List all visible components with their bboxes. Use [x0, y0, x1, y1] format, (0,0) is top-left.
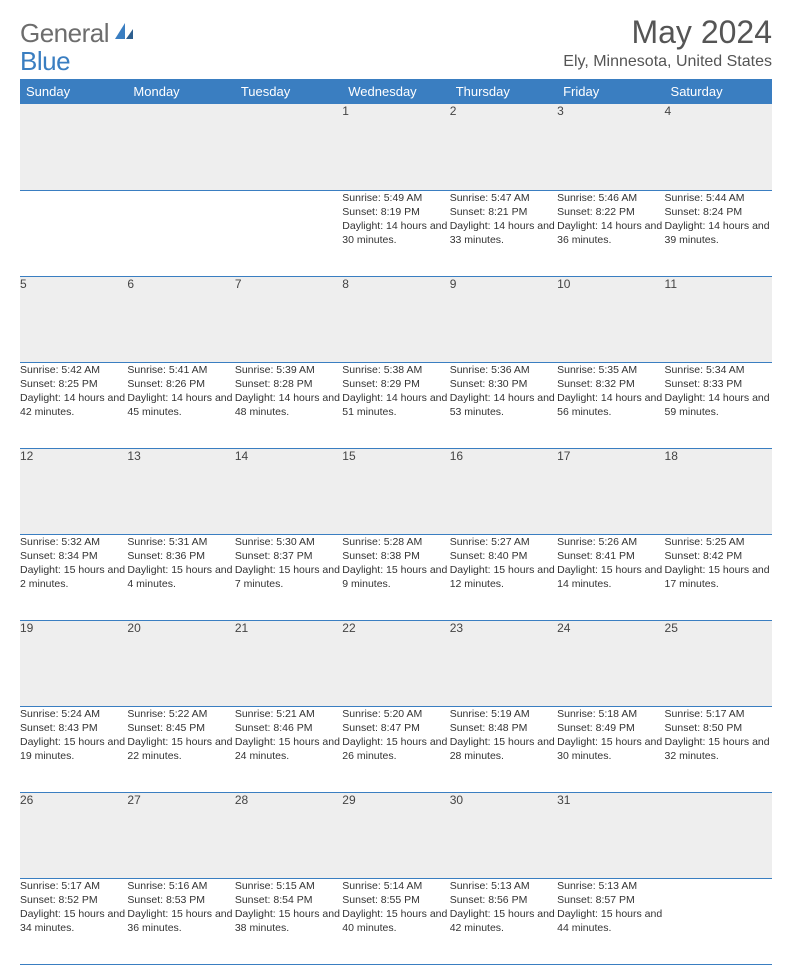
day-data-cell [665, 878, 772, 964]
day-number-cell: 25 [665, 620, 772, 706]
day-number-cell: 7 [235, 276, 342, 362]
day-number-cell: 19 [20, 620, 127, 706]
day-number-cell: 8 [342, 276, 449, 362]
day-data-cell: Sunrise: 5:42 AMSunset: 8:25 PMDaylight:… [20, 362, 127, 448]
day-data-cell: Sunrise: 5:47 AMSunset: 8:21 PMDaylight:… [450, 190, 557, 276]
day-number-cell: 29 [342, 792, 449, 878]
day-number-cell: 10 [557, 276, 664, 362]
day-number-cell: 13 [127, 448, 234, 534]
day-data-cell: Sunrise: 5:46 AMSunset: 8:22 PMDaylight:… [557, 190, 664, 276]
day-number-cell: 30 [450, 792, 557, 878]
day-data-cell: Sunrise: 5:21 AMSunset: 8:46 PMDaylight:… [235, 706, 342, 792]
day-number-cell [127, 104, 234, 190]
day-data-cell: Sunrise: 5:13 AMSunset: 8:56 PMDaylight:… [450, 878, 557, 964]
day-data-cell [235, 190, 342, 276]
day-number-cell [20, 104, 127, 190]
day-number-cell: 17 [557, 448, 664, 534]
day-data-cell: Sunrise: 5:32 AMSunset: 8:34 PMDaylight:… [20, 534, 127, 620]
day-data-cell: Sunrise: 5:38 AMSunset: 8:29 PMDaylight:… [342, 362, 449, 448]
day-data-cell: Sunrise: 5:49 AMSunset: 8:19 PMDaylight:… [342, 190, 449, 276]
day-number-cell [235, 104, 342, 190]
day-data-cell: Sunrise: 5:25 AMSunset: 8:42 PMDaylight:… [665, 534, 772, 620]
header: General May 2024 Ely, Minnesota, United … [20, 14, 772, 71]
day-number-cell: 14 [235, 448, 342, 534]
logo-part1: General [20, 18, 109, 49]
day-data-cell: Sunrise: 5:26 AMSunset: 8:41 PMDaylight:… [557, 534, 664, 620]
day-number-cell: 4 [665, 104, 772, 190]
day-number-cell: 16 [450, 448, 557, 534]
day-data-cell: Sunrise: 5:28 AMSunset: 8:38 PMDaylight:… [342, 534, 449, 620]
day-number-cell: 28 [235, 792, 342, 878]
day-number-cell: 20 [127, 620, 234, 706]
day-number-cell: 22 [342, 620, 449, 706]
day-data-cell: Sunrise: 5:13 AMSunset: 8:57 PMDaylight:… [557, 878, 664, 964]
logo-part2: Blue [20, 46, 70, 76]
day-number-cell: 21 [235, 620, 342, 706]
day-number-cell: 12 [20, 448, 127, 534]
day-data-cell: Sunrise: 5:31 AMSunset: 8:36 PMDaylight:… [127, 534, 234, 620]
day-data-cell [127, 190, 234, 276]
day-data-cell: Sunrise: 5:18 AMSunset: 8:49 PMDaylight:… [557, 706, 664, 792]
weekday-header: Tuesday [235, 79, 342, 104]
calendar-head: SundayMondayTuesdayWednesdayThursdayFrid… [20, 79, 772, 104]
page-title: May 2024 [563, 14, 772, 51]
day-data-cell: Sunrise: 5:22 AMSunset: 8:45 PMDaylight:… [127, 706, 234, 792]
day-data-cell: Sunrise: 5:34 AMSunset: 8:33 PMDaylight:… [665, 362, 772, 448]
logo: General [20, 18, 137, 49]
day-data-cell: Sunrise: 5:16 AMSunset: 8:53 PMDaylight:… [127, 878, 234, 964]
day-data-cell: Sunrise: 5:35 AMSunset: 8:32 PMDaylight:… [557, 362, 664, 448]
day-data-cell: Sunrise: 5:17 AMSunset: 8:50 PMDaylight:… [665, 706, 772, 792]
weekday-header: Sunday [20, 79, 127, 104]
calendar-body: 1234 Sunrise: 5:49 AMSunset: 8:19 PMDayl… [20, 104, 772, 964]
day-number-cell: 31 [557, 792, 664, 878]
day-data-cell: Sunrise: 5:17 AMSunset: 8:52 PMDaylight:… [20, 878, 127, 964]
page-subtitle: Ely, Minnesota, United States [563, 53, 772, 71]
weekday-header: Thursday [450, 79, 557, 104]
day-number-cell: 15 [342, 448, 449, 534]
day-data-cell: Sunrise: 5:15 AMSunset: 8:54 PMDaylight:… [235, 878, 342, 964]
day-number-cell: 27 [127, 792, 234, 878]
day-data-cell [20, 190, 127, 276]
day-number-cell: 24 [557, 620, 664, 706]
day-number-cell: 1 [342, 104, 449, 190]
day-data-cell: Sunrise: 5:24 AMSunset: 8:43 PMDaylight:… [20, 706, 127, 792]
day-data-cell: Sunrise: 5:44 AMSunset: 8:24 PMDaylight:… [665, 190, 772, 276]
day-data-cell: Sunrise: 5:30 AMSunset: 8:37 PMDaylight:… [235, 534, 342, 620]
day-number-cell: 5 [20, 276, 127, 362]
weekday-header: Friday [557, 79, 664, 104]
day-number-cell [665, 792, 772, 878]
calendar-table: SundayMondayTuesdayWednesdayThursdayFrid… [20, 79, 772, 965]
day-number-cell: 11 [665, 276, 772, 362]
day-data-cell: Sunrise: 5:41 AMSunset: 8:26 PMDaylight:… [127, 362, 234, 448]
day-number-cell: 26 [20, 792, 127, 878]
weekday-header: Monday [127, 79, 234, 104]
day-data-cell: Sunrise: 5:19 AMSunset: 8:48 PMDaylight:… [450, 706, 557, 792]
day-data-cell: Sunrise: 5:14 AMSunset: 8:55 PMDaylight:… [342, 878, 449, 964]
weekday-header: Saturday [665, 79, 772, 104]
day-number-cell: 18 [665, 448, 772, 534]
day-number-cell: 6 [127, 276, 234, 362]
day-data-cell: Sunrise: 5:36 AMSunset: 8:30 PMDaylight:… [450, 362, 557, 448]
day-data-cell: Sunrise: 5:20 AMSunset: 8:47 PMDaylight:… [342, 706, 449, 792]
day-data-cell: Sunrise: 5:39 AMSunset: 8:28 PMDaylight:… [235, 362, 342, 448]
logo-sail-icon [113, 21, 135, 46]
weekday-header: Wednesday [342, 79, 449, 104]
day-number-cell: 9 [450, 276, 557, 362]
day-number-cell: 3 [557, 104, 664, 190]
day-number-cell: 23 [450, 620, 557, 706]
logo-row2: Blue [20, 46, 70, 77]
day-data-cell: Sunrise: 5:27 AMSunset: 8:40 PMDaylight:… [450, 534, 557, 620]
day-number-cell: 2 [450, 104, 557, 190]
title-block: May 2024 Ely, Minnesota, United States [563, 14, 772, 71]
